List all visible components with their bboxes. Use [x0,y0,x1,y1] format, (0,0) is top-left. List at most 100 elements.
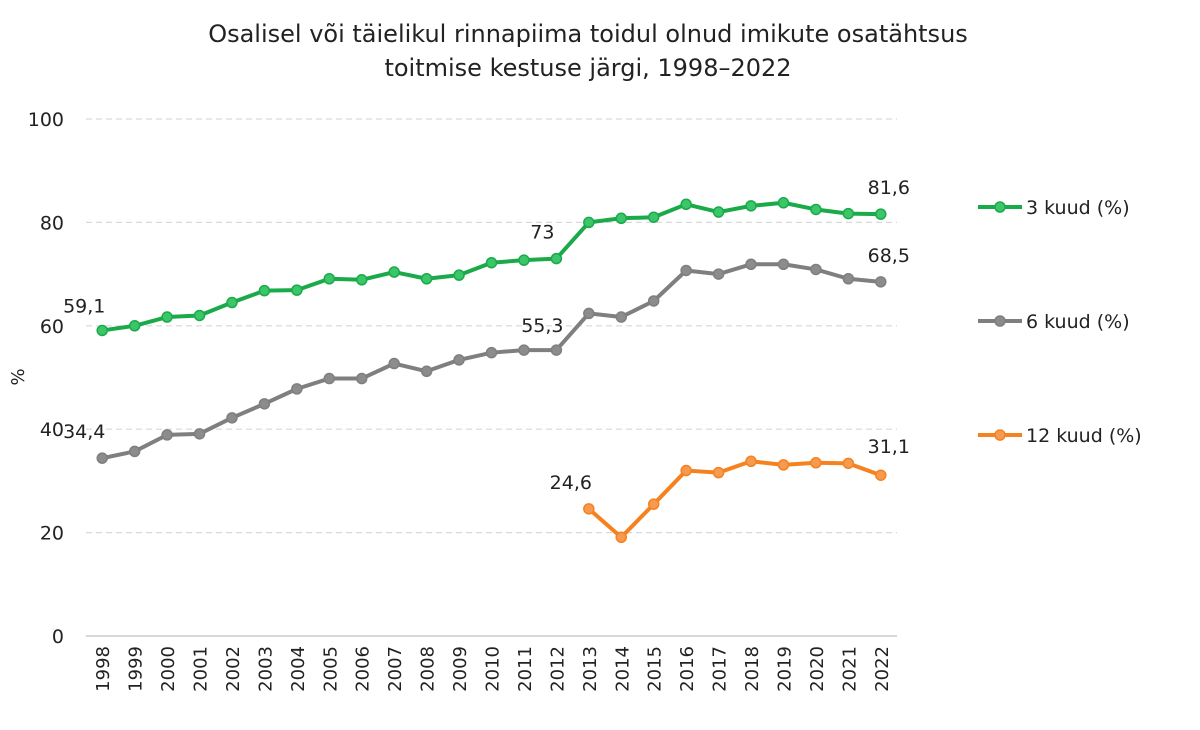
series-line [587,459,882,540]
data-point [647,211,660,223]
legend-marker [994,429,1006,441]
data-point [712,206,725,218]
data-labels: 59,1 73 81,6 34,4 55,3 68,5 24,6 31,1 [63,177,910,494]
x-tick-label: 1999 [126,646,147,692]
data-point [745,200,757,212]
data-point [583,307,595,320]
data-point [777,459,790,471]
x-tick-label: 2021 [839,646,860,692]
y-tick-label: 0 [52,626,64,648]
data-label: 73 [530,222,554,244]
legend-label: 6 kuud (%) [1026,311,1130,333]
x-tick-label: 2006 [353,646,374,692]
data-point [842,457,855,470]
data-point [420,273,433,285]
data-label: 68,5 [868,245,910,267]
data-point [420,365,433,378]
data-point [388,357,400,370]
data-point [680,264,692,277]
data-label: 34,4 [63,421,105,443]
x-tick-label: 2008 [418,646,439,692]
legend-label: 12 kuud (%) [1026,425,1142,447]
x-tick-label: 2000 [158,646,179,692]
data-point [875,469,887,481]
gridlines [86,118,897,534]
data-point [810,263,822,276]
x-tick-label: 2002 [223,646,244,692]
data-point [680,464,692,477]
data-point [485,346,498,359]
data-point [550,252,563,265]
data-point [647,295,660,307]
data-point [388,266,400,278]
x-tick-label: 2017 [710,646,731,692]
data-point [193,428,206,440]
data-point [453,269,465,281]
x-tick-label: 1998 [93,646,114,692]
chart-title-line-1: Osalisel või täielikul rinnapiima toidul… [208,20,968,48]
data-point [615,212,628,225]
data-point [550,344,563,356]
x-tick-label: 2020 [807,646,828,692]
data-point [647,498,660,510]
y-tick-label: 60 [40,316,64,338]
x-tick-label: 2013 [580,646,601,692]
data-point [96,324,108,337]
y-axis-label: % [8,368,29,385]
data-point [875,276,887,288]
data-point [485,256,498,269]
x-tick-label: 2019 [774,646,795,692]
x-tick-label: 2007 [385,646,406,692]
y-tick-label: 80 [40,212,64,234]
data-point [712,268,725,280]
data-point [518,254,530,266]
series-group [96,197,887,544]
legend: 3 kuud (%) 6 kuud (%) 12 kuud (%) [978,197,1142,447]
x-tick-label: 2018 [742,646,763,692]
y-axis-ticks: 0 20 40 60 80 100 [28,109,64,648]
x-tick-label: 2015 [645,646,666,692]
data-point [258,284,271,297]
data-point [355,372,368,385]
data-point [810,457,822,469]
x-tick-label: 2012 [547,646,568,692]
data-label: 81,6 [868,177,910,199]
x-axis-ticks: 1998 1999 2000 2001 2002 2003 2004 2005 2006 2007… [93,646,893,692]
data-point [842,273,855,285]
data-point [745,455,757,468]
data-point [842,207,855,220]
x-tick-label: 2009 [450,646,471,692]
x-tick-label: 2014 [612,646,633,692]
data-point [161,429,173,441]
data-point [128,445,141,458]
y-tick-label: 100 [28,109,64,131]
data-point [96,452,108,464]
legend-label: 3 kuud (%) [1026,197,1130,219]
data-point [193,309,206,322]
data-point [712,466,725,479]
x-tick-label: 2016 [677,646,698,692]
data-point [291,383,303,395]
data-point [518,344,530,356]
data-point [226,296,238,309]
data-point [323,372,336,385]
x-tick-label: 2010 [483,646,504,692]
data-point [291,284,303,296]
data-point [615,311,628,323]
data-point [453,354,465,366]
data-point [258,398,271,410]
data-point [810,203,822,216]
data-point [777,197,790,209]
x-tick-label: 2011 [515,646,536,692]
data-point [583,216,595,229]
legend-marker [994,201,1006,213]
data-label: 55,3 [521,315,563,337]
x-tick-label: 2001 [191,646,212,692]
data-point [615,531,628,544]
data-point [128,320,141,332]
y-tick-label: 40 [40,419,64,441]
data-point [680,198,692,211]
chart-title-line-2: toitmise kestuse järgi, 1998–2022 [384,54,791,82]
data-label: 31,1 [868,436,910,458]
